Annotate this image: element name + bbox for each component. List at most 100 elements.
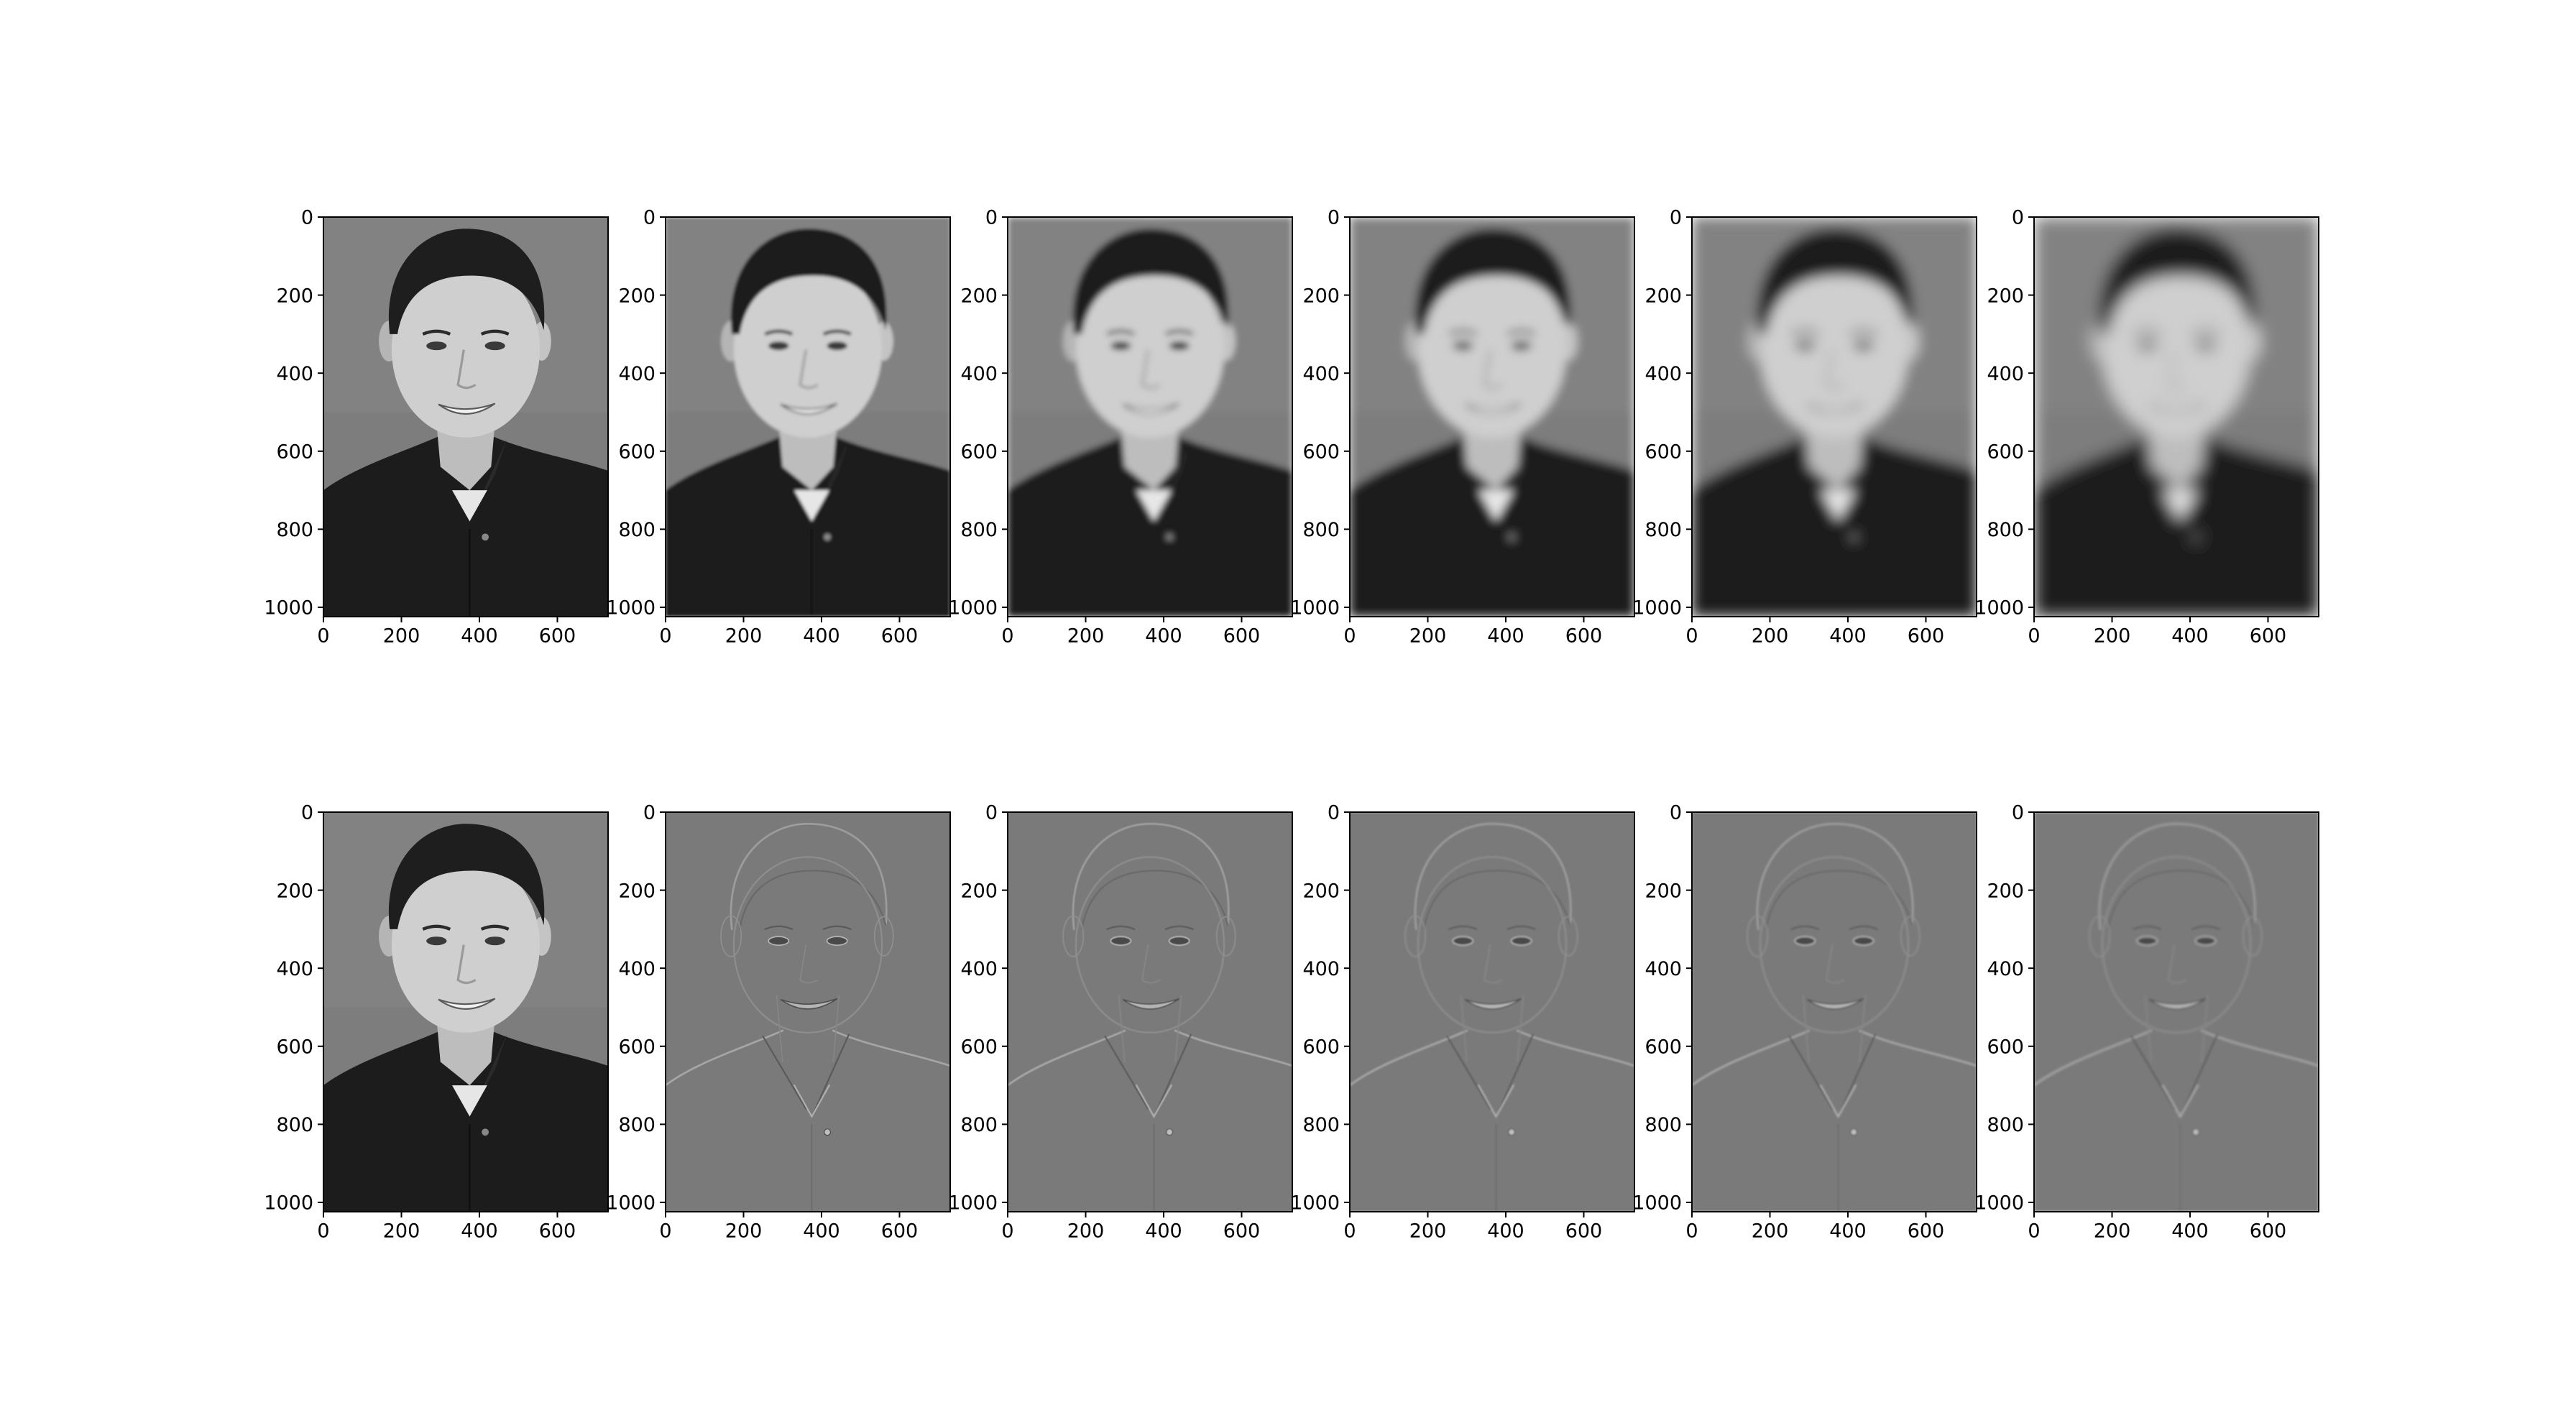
laplacian-image: [1692, 812, 1977, 1212]
y-tick-label: 800: [960, 1114, 998, 1136]
y-tick-label: 600: [618, 1036, 656, 1059]
y-tick-label: 600: [1644, 1036, 1682, 1059]
x-tick-label: 600: [1908, 625, 1945, 648]
portrait-image: [323, 812, 608, 1212]
x-tick-label: 400: [1487, 625, 1524, 648]
y-tick-label: 600: [276, 1036, 313, 1059]
x-tick-label: 0: [317, 625, 329, 648]
x-tick-label: 0: [659, 625, 671, 648]
y-tick-label: 800: [1987, 519, 2024, 541]
y-tick-label: 0: [2012, 802, 2024, 824]
y-tick-label: 200: [618, 285, 656, 307]
x-tick-label: 600: [1223, 625, 1261, 648]
y-tick-label: 0: [1670, 802, 1682, 824]
y-tick-label: 1000: [264, 1192, 313, 1215]
y-tick-label: 800: [276, 1114, 313, 1136]
axes-frame: [323, 811, 609, 1212]
y-tick-label: 0: [1328, 207, 1340, 229]
x-tick-label: 200: [2094, 1220, 2131, 1243]
y-tick-label: 400: [618, 363, 656, 385]
x-tick-label: 400: [2171, 625, 2209, 648]
x-tick-label: 0: [1343, 1220, 1356, 1243]
x-tick-label: 200: [1409, 625, 1447, 648]
x-tick-label: 400: [1145, 625, 1182, 648]
x-tick-label: 200: [725, 625, 763, 648]
x-tick-label: 0: [2028, 625, 2040, 648]
x-tick-label: 400: [1145, 1220, 1182, 1243]
y-tick-label: 1000: [606, 1192, 656, 1215]
y-tick-label: 200: [1644, 880, 1682, 902]
y-tick-label: 0: [643, 207, 656, 229]
x-tick-label: 600: [1565, 1220, 1603, 1243]
x-tick-label: 600: [2250, 625, 2287, 648]
y-tick-label: 600: [1987, 441, 2024, 464]
y-tick-label: 200: [1987, 880, 2024, 902]
y-tick-label: 0: [985, 802, 998, 824]
y-tick-label: 200: [1644, 285, 1682, 307]
y-tick-label: 400: [1987, 958, 2024, 980]
portrait-image: [1008, 217, 1292, 617]
y-tick-label: 400: [276, 363, 313, 385]
y-tick-label: 400: [1644, 958, 1682, 980]
axes-frame: [2033, 216, 2319, 617]
y-tick-label: 600: [1302, 1036, 1340, 1059]
x-tick-label: 400: [803, 625, 840, 648]
x-tick-label: 0: [1001, 625, 1013, 648]
axes-frame: [1349, 811, 1635, 1212]
y-tick-label: 200: [1987, 285, 2024, 307]
y-tick-label: 400: [960, 958, 998, 980]
portrait-image: [666, 217, 950, 617]
y-tick-label: 200: [1302, 880, 1340, 902]
x-tick-label: 400: [803, 1220, 840, 1243]
y-tick-label: 800: [618, 519, 656, 541]
y-tick-label: 600: [1987, 1036, 2024, 1059]
y-tick-label: 600: [1644, 441, 1682, 464]
y-tick-label: 600: [960, 441, 998, 464]
y-tick-label: 800: [1302, 1114, 1340, 1136]
x-tick-label: 400: [1487, 1220, 1524, 1243]
y-tick-label: 1000: [1290, 597, 1340, 620]
y-tick-label: 600: [1302, 441, 1340, 464]
x-tick-label: 200: [725, 1220, 763, 1243]
y-tick-label: 400: [276, 958, 313, 980]
x-tick-label: 600: [1908, 1220, 1945, 1243]
x-tick-label: 200: [383, 625, 420, 648]
y-tick-label: 800: [618, 1114, 656, 1136]
axes-frame: [1691, 811, 1977, 1212]
y-tick-label: 1000: [1290, 1192, 1340, 1215]
y-tick-label: 0: [301, 207, 313, 229]
y-tick-label: 800: [276, 519, 313, 541]
x-tick-label: 400: [461, 625, 498, 648]
y-tick-label: 1000: [1974, 597, 2024, 620]
portrait-image: [323, 217, 608, 617]
x-tick-label: 400: [1829, 1220, 1867, 1243]
x-tick-label: 600: [539, 1220, 576, 1243]
x-tick-label: 400: [2171, 1220, 2209, 1243]
y-tick-label: 800: [1987, 1114, 2024, 1136]
x-tick-label: 0: [2028, 1220, 2040, 1243]
y-tick-label: 1000: [1974, 1192, 2024, 1215]
x-tick-label: 600: [1223, 1220, 1261, 1243]
x-tick-label: 600: [1565, 625, 1603, 648]
x-tick-label: 200: [1752, 1220, 1789, 1243]
y-tick-label: 200: [276, 285, 313, 307]
axes-frame: [1691, 216, 1977, 617]
y-tick-label: 0: [301, 802, 313, 824]
y-tick-label: 400: [1644, 363, 1682, 385]
axes-frame: [665, 811, 951, 1212]
x-tick-label: 0: [659, 1220, 671, 1243]
x-tick-label: 400: [461, 1220, 498, 1243]
portrait-image: [2034, 217, 2319, 617]
x-tick-label: 600: [881, 625, 919, 648]
x-tick-label: 0: [1343, 625, 1356, 648]
y-tick-label: 0: [1328, 802, 1340, 824]
y-tick-label: 200: [276, 880, 313, 902]
y-tick-label: 400: [618, 958, 656, 980]
